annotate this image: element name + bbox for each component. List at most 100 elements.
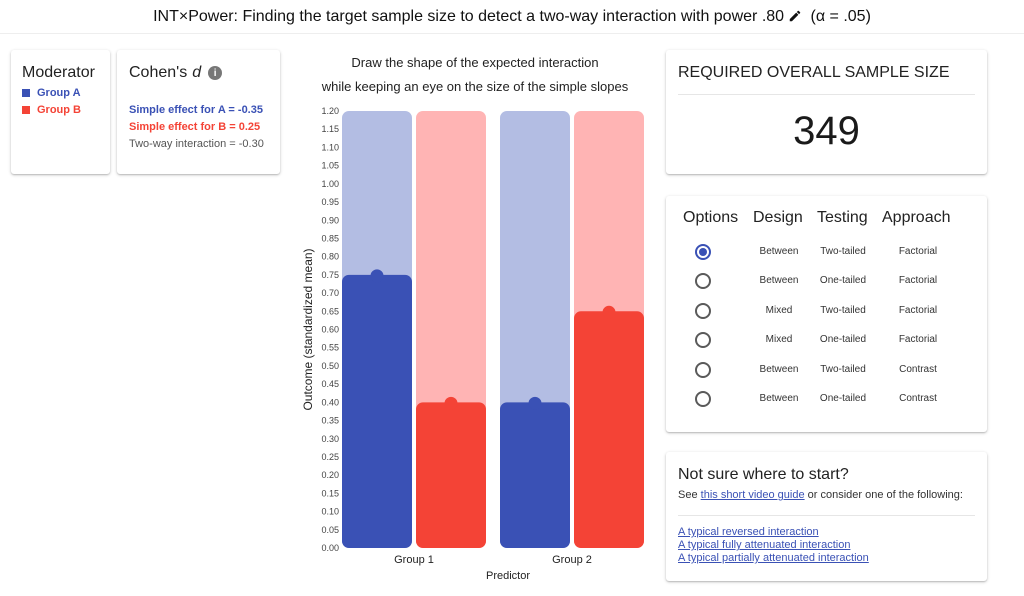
option-row[interactable]: Between One-tailed Factorial — [666, 271, 987, 291]
y-tick-label: 0.70 — [321, 288, 339, 298]
y-tick-label: 0.30 — [321, 434, 339, 444]
option-testing: Two-tailed — [820, 246, 866, 257]
option-radio[interactable] — [695, 391, 711, 407]
x-tick-label: Group 1 — [394, 554, 434, 566]
cohen-d-card: Cohen's d i Simple effect for A = -0.35 … — [117, 50, 280, 174]
option-design: Mixed — [765, 334, 793, 345]
bar-drag-handle[interactable] — [602, 305, 616, 319]
option-testing: One-tailed — [819, 275, 867, 286]
y-tick-label: 0.95 — [321, 197, 339, 207]
option-radio[interactable] — [695, 303, 711, 319]
option-design: Between — [759, 393, 799, 404]
header-approach: Approach — [882, 209, 951, 226]
option-design: Between — [759, 275, 799, 286]
y-tick-label: 1.10 — [321, 142, 339, 152]
bar-drag-handle[interactable] — [528, 396, 542, 410]
option-row[interactable]: Mixed Two-tailed Factorial — [666, 301, 987, 321]
option-testing: One-tailed — [819, 393, 867, 404]
example-links: A typical reversed interaction A typical… — [678, 526, 975, 565]
option-row[interactable]: Between Two-tailed Contrast — [666, 360, 987, 380]
y-tick-label: 0.20 — [321, 470, 339, 480]
app-title: INT×Power: Finding the target sample siz… — [153, 8, 758, 25]
y-tick-label: 0.60 — [321, 325, 339, 335]
option-testing: One-tailed — [819, 334, 867, 345]
bar-drag-handle[interactable] — [444, 396, 458, 410]
legend-group-b: Group B — [22, 104, 99, 116]
y-tick-label: 0.50 — [321, 361, 339, 371]
option-radio[interactable] — [695, 362, 711, 378]
cohen-title-text: Cohen's — [129, 64, 188, 81]
y-tick-label: 0.05 — [321, 525, 339, 535]
y-tick-label: 0.85 — [321, 233, 339, 243]
x-tick-label: Group 2 — [552, 554, 592, 566]
simple-effect-a: Simple effect for A = -0.35 — [129, 104, 263, 116]
bar[interactable] — [574, 311, 644, 548]
help-card: Not sure where to start? See this short … — [666, 452, 987, 581]
y-tick-label: 0.90 — [321, 215, 339, 225]
y-tick-label: 0.40 — [321, 397, 339, 407]
y-tick-label: 0.65 — [321, 306, 339, 316]
y-tick-label: 0.55 — [321, 343, 339, 353]
link-fully-attenuated[interactable]: A typical fully attenuated interaction — [678, 539, 851, 551]
legend-swatch-b — [22, 106, 30, 114]
info-icon[interactable]: i — [208, 66, 223, 80]
bar[interactable] — [342, 274, 412, 548]
video-guide-link[interactable]: this short video guide — [700, 489, 805, 501]
y-tick-label: 1.00 — [321, 179, 339, 189]
legend-group-a: Group A — [22, 87, 99, 99]
bar[interactable] — [500, 402, 570, 548]
y-tick-label: 0.15 — [321, 488, 339, 498]
header-design: Design — [753, 209, 803, 226]
option-design: Mixed — [765, 305, 793, 316]
y-tick-label: 0.00 — [321, 543, 339, 553]
y-axis-label: Outcome (standardized mean) — [301, 248, 315, 410]
help-sub-prefix: See — [678, 489, 698, 501]
bar-drag-handle[interactable] — [370, 269, 384, 283]
option-row[interactable]: Between Two-tailed Factorial — [666, 242, 987, 262]
alpha-text: (α = .05) — [810, 8, 871, 25]
y-tick-label: 0.35 — [321, 416, 339, 426]
y-tick-label: 1.15 — [321, 124, 339, 134]
option-radio[interactable] — [695, 244, 711, 260]
legend-label-b: Group B — [37, 104, 81, 116]
y-tick-label: 0.75 — [321, 270, 339, 280]
option-approach: Factorial — [898, 246, 938, 257]
legend-swatch-a — [22, 89, 30, 97]
option-row[interactable]: Mixed One-tailed Factorial — [666, 330, 987, 350]
option-testing: Two-tailed — [820, 364, 866, 375]
x-axis-label: Predictor — [486, 570, 530, 582]
power-value[interactable]: .80 — [761, 8, 785, 25]
chart-caption-line2: while keeping an eye on the size of the … — [321, 79, 629, 94]
interaction-bar-chart[interactable]: 0.00 0.05 0.10 0.15 0.20 0.25 0.30 0.35 0.40 0.45… — [296, 100, 656, 590]
option-approach: Contrast — [899, 364, 937, 375]
y-tick-label: 1.20 — [321, 106, 339, 116]
two-way-interaction: Two-way interaction = -0.30 — [129, 138, 264, 150]
sample-size-value: 349 — [793, 109, 860, 153]
sample-size-card: REQUIRED OVERALL SAMPLE SIZE 349 — [666, 50, 987, 174]
option-radio[interactable] — [695, 332, 711, 348]
option-approach: Contrast — [899, 393, 937, 404]
option-design: Between — [759, 246, 799, 257]
option-row[interactable]: Between One-tailed Contrast — [666, 389, 987, 409]
bar[interactable] — [416, 402, 486, 548]
link-partially-attenuated[interactable]: A typical partially attenuated interacti… — [678, 552, 869, 564]
app-title-bar: INT×Power: Finding the target sample siz… — [0, 0, 1024, 34]
y-tick-label: 0.45 — [321, 379, 339, 389]
option-approach: Factorial — [898, 275, 938, 286]
header-testing: Testing — [817, 209, 868, 226]
link-reversed-interaction[interactable]: A typical reversed interaction — [678, 526, 819, 538]
simple-effect-b: Simple effect for B = 0.25 — [129, 121, 261, 133]
moderator-title: Moderator — [22, 64, 95, 81]
y-tick-label: 1.05 — [321, 161, 339, 171]
help-title: Not sure where to start? — [678, 466, 849, 483]
option-design: Between — [759, 364, 799, 375]
chart-caption-line1: Draw the shape of the expected interacti… — [351, 55, 599, 70]
cohen-d-symbol: d — [192, 64, 202, 81]
option-radio[interactable] — [695, 273, 711, 289]
pencil-icon[interactable] — [788, 2, 802, 36]
y-tick-label: 0.25 — [321, 452, 339, 462]
moderator-card: Moderator Group A Group B — [11, 50, 110, 174]
option-approach: Factorial — [898, 334, 938, 345]
sample-size-title: REQUIRED OVERALL SAMPLE SIZE — [678, 64, 975, 95]
y-tick-label: 0.80 — [321, 252, 339, 262]
